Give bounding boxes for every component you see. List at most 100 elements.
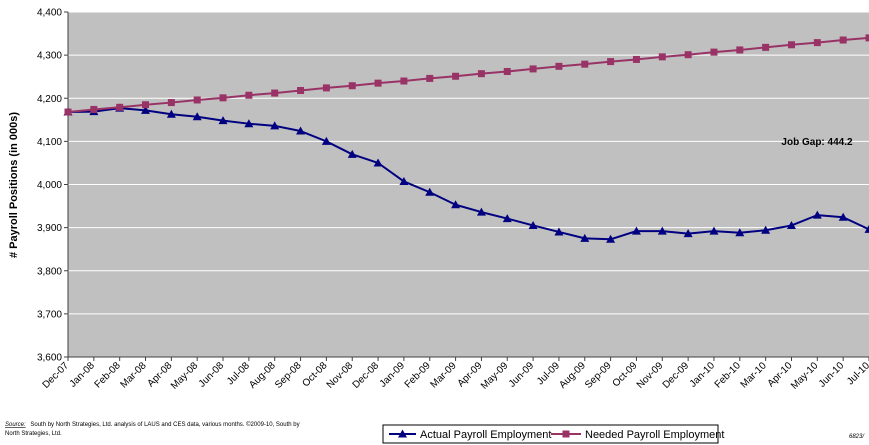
actual-payroll-employment-marker — [864, 224, 869, 233]
needed-payroll-employment-marker — [167, 99, 175, 107]
needed-payroll-employment-marker — [865, 34, 869, 42]
y-tick-label: 4,400 — [37, 8, 62, 19]
actual-payroll-employment-marker — [709, 226, 719, 235]
series-group — [63, 34, 869, 243]
needed-payroll-employment-marker — [839, 36, 847, 44]
needed-payroll-employment-marker — [452, 72, 460, 80]
needed-payroll-employment-marker — [297, 86, 305, 94]
actual-payroll-employment-marker — [761, 225, 771, 234]
needed-payroll-employment-marker — [322, 84, 330, 92]
needed-payroll-employment-marker — [581, 60, 589, 68]
needed-payroll-employment-marker — [762, 43, 770, 51]
needed-payroll-employment-marker — [503, 68, 511, 76]
x-tick-label: Dec-09 — [661, 360, 692, 391]
actual-payroll-employment-marker — [218, 116, 228, 125]
actual-payroll-employment-marker — [141, 105, 151, 114]
actual-payroll-employment-marker — [425, 187, 435, 196]
actual-payroll-employment-marker — [296, 126, 306, 135]
actual-payroll-employment-marker — [476, 207, 486, 216]
actual-payroll-employment-marker — [166, 109, 176, 118]
source-note: Source: South by North Strategies, Ltd. … — [5, 421, 300, 428]
x-tick-label: Sep-09 — [583, 360, 614, 391]
y-tick-label: 4,300 — [37, 51, 62, 62]
actual-payroll-employment-marker — [399, 176, 409, 185]
legend-label-needed: Needed Payroll Employment — [585, 429, 724, 441]
job-gap-annotation: Job Gap: 444.2 — [781, 137, 853, 148]
actual-payroll-employment-marker — [606, 234, 616, 243]
needed-payroll-employment-marker — [271, 89, 279, 97]
actual-payroll-employment-marker — [683, 229, 693, 238]
x-tick-label: Jun-10 — [817, 360, 847, 390]
needed-payroll-employment-marker — [607, 58, 615, 66]
needed-payroll-employment-marker — [632, 55, 640, 63]
x-tick-label: Dec-07 — [41, 360, 72, 391]
x-tick-label: Mar-08 — [118, 360, 148, 390]
needed-payroll-employment-marker — [710, 48, 718, 56]
y-tick-label: 4,100 — [37, 137, 62, 148]
needed-payroll-employment-marker — [400, 77, 408, 85]
needed-payroll-employment-marker — [90, 105, 98, 113]
y-tick-label: 3,800 — [37, 266, 62, 277]
actual-payroll-employment-marker — [347, 149, 357, 158]
actual-payroll-employment-marker — [786, 220, 796, 229]
x-tick-label: Dec-08 — [351, 360, 382, 391]
source-label: Source: — [5, 422, 26, 428]
legend-label-actual: Actual Payroll Employment — [420, 429, 551, 441]
needed-payroll-employment-marker — [116, 103, 124, 111]
needed-payroll-employment-marker — [219, 94, 227, 102]
needed-payroll-employment-marker — [374, 79, 382, 87]
actual-payroll-employment-marker — [451, 200, 461, 209]
actual-payroll-employment-marker — [321, 136, 331, 145]
x-tick-label: Jan-10 — [688, 360, 718, 390]
x-axis: Dec-07Jan-08Feb-08Mar-08Apr-08May-08Jun-… — [41, 356, 869, 392]
source-line-2: North Strategies, Ltd. — [5, 431, 62, 437]
actual-payroll-employment-marker — [502, 214, 512, 223]
needed-payroll-employment-marker — [736, 46, 744, 54]
y-tick-label: 3,600 — [37, 353, 62, 364]
x-tick-label: Feb-08 — [93, 360, 123, 390]
x-tick-label: Mar-09 — [429, 360, 459, 390]
actual-payroll-employment-marker — [631, 226, 641, 235]
x-tick-label: May-08 — [169, 360, 201, 392]
needed-payroll-employment-marker — [348, 82, 356, 90]
x-tick-label: Mar-10 — [739, 360, 769, 390]
actual-payroll-employment-marker — [270, 121, 280, 130]
needed-payroll-employment-line — [67, 36, 869, 114]
needed-payroll-employment-marker — [142, 101, 150, 109]
needed-payroll-employment-marker — [193, 96, 201, 104]
needed-payroll-employment-marker — [658, 53, 666, 61]
date-stamp: 6823/ — [849, 434, 865, 440]
x-tick-label: Aug-09 — [557, 360, 588, 391]
y-tick-label: 3,900 — [37, 223, 62, 234]
actual-payroll-employment-marker — [244, 119, 254, 128]
x-tick-label: Feb-09 — [403, 360, 433, 390]
x-tick-label: Aug-08 — [247, 360, 278, 391]
actual-payroll-employment-marker — [838, 212, 848, 221]
actual-payroll-employment-marker — [192, 112, 202, 121]
x-tick-label: Jun-08 — [197, 360, 227, 390]
legend: Actual Payroll Employment Needed Payroll… — [382, 424, 724, 444]
y-axis-title: # Payroll Positions (in 000s) — [8, 112, 20, 258]
needed-payroll-employment-marker — [787, 41, 795, 49]
y-tick-label: 3,700 — [37, 309, 62, 320]
y-tick-label: 4,000 — [37, 180, 62, 191]
x-tick-label: Jan-09 — [378, 360, 408, 390]
actual-payroll-employment-marker — [554, 227, 564, 236]
actual-payroll-employment-marker — [657, 226, 667, 235]
needed-payroll-employment-marker — [555, 62, 563, 70]
x-tick-label: Nov-09 — [635, 360, 666, 391]
x-tick-label: May-09 — [479, 360, 511, 392]
x-tick-label: Jan-08 — [68, 360, 98, 390]
actual-payroll-employment-marker — [735, 228, 745, 237]
legend-box — [382, 424, 719, 444]
x-tick-label: Jun-09 — [507, 360, 537, 390]
x-tick-label: May-10 — [789, 360, 821, 392]
actual-payroll-employment-marker — [580, 233, 590, 242]
needed-payroll-employment-marker — [529, 65, 537, 73]
legend-marker-triangle-icon — [398, 429, 407, 438]
x-tick-label: Nov-08 — [325, 360, 356, 391]
needed-payroll-employment-marker — [684, 51, 692, 59]
needed-payroll-employment-marker — [426, 74, 434, 82]
needed-payroll-employment-marker — [64, 108, 72, 116]
